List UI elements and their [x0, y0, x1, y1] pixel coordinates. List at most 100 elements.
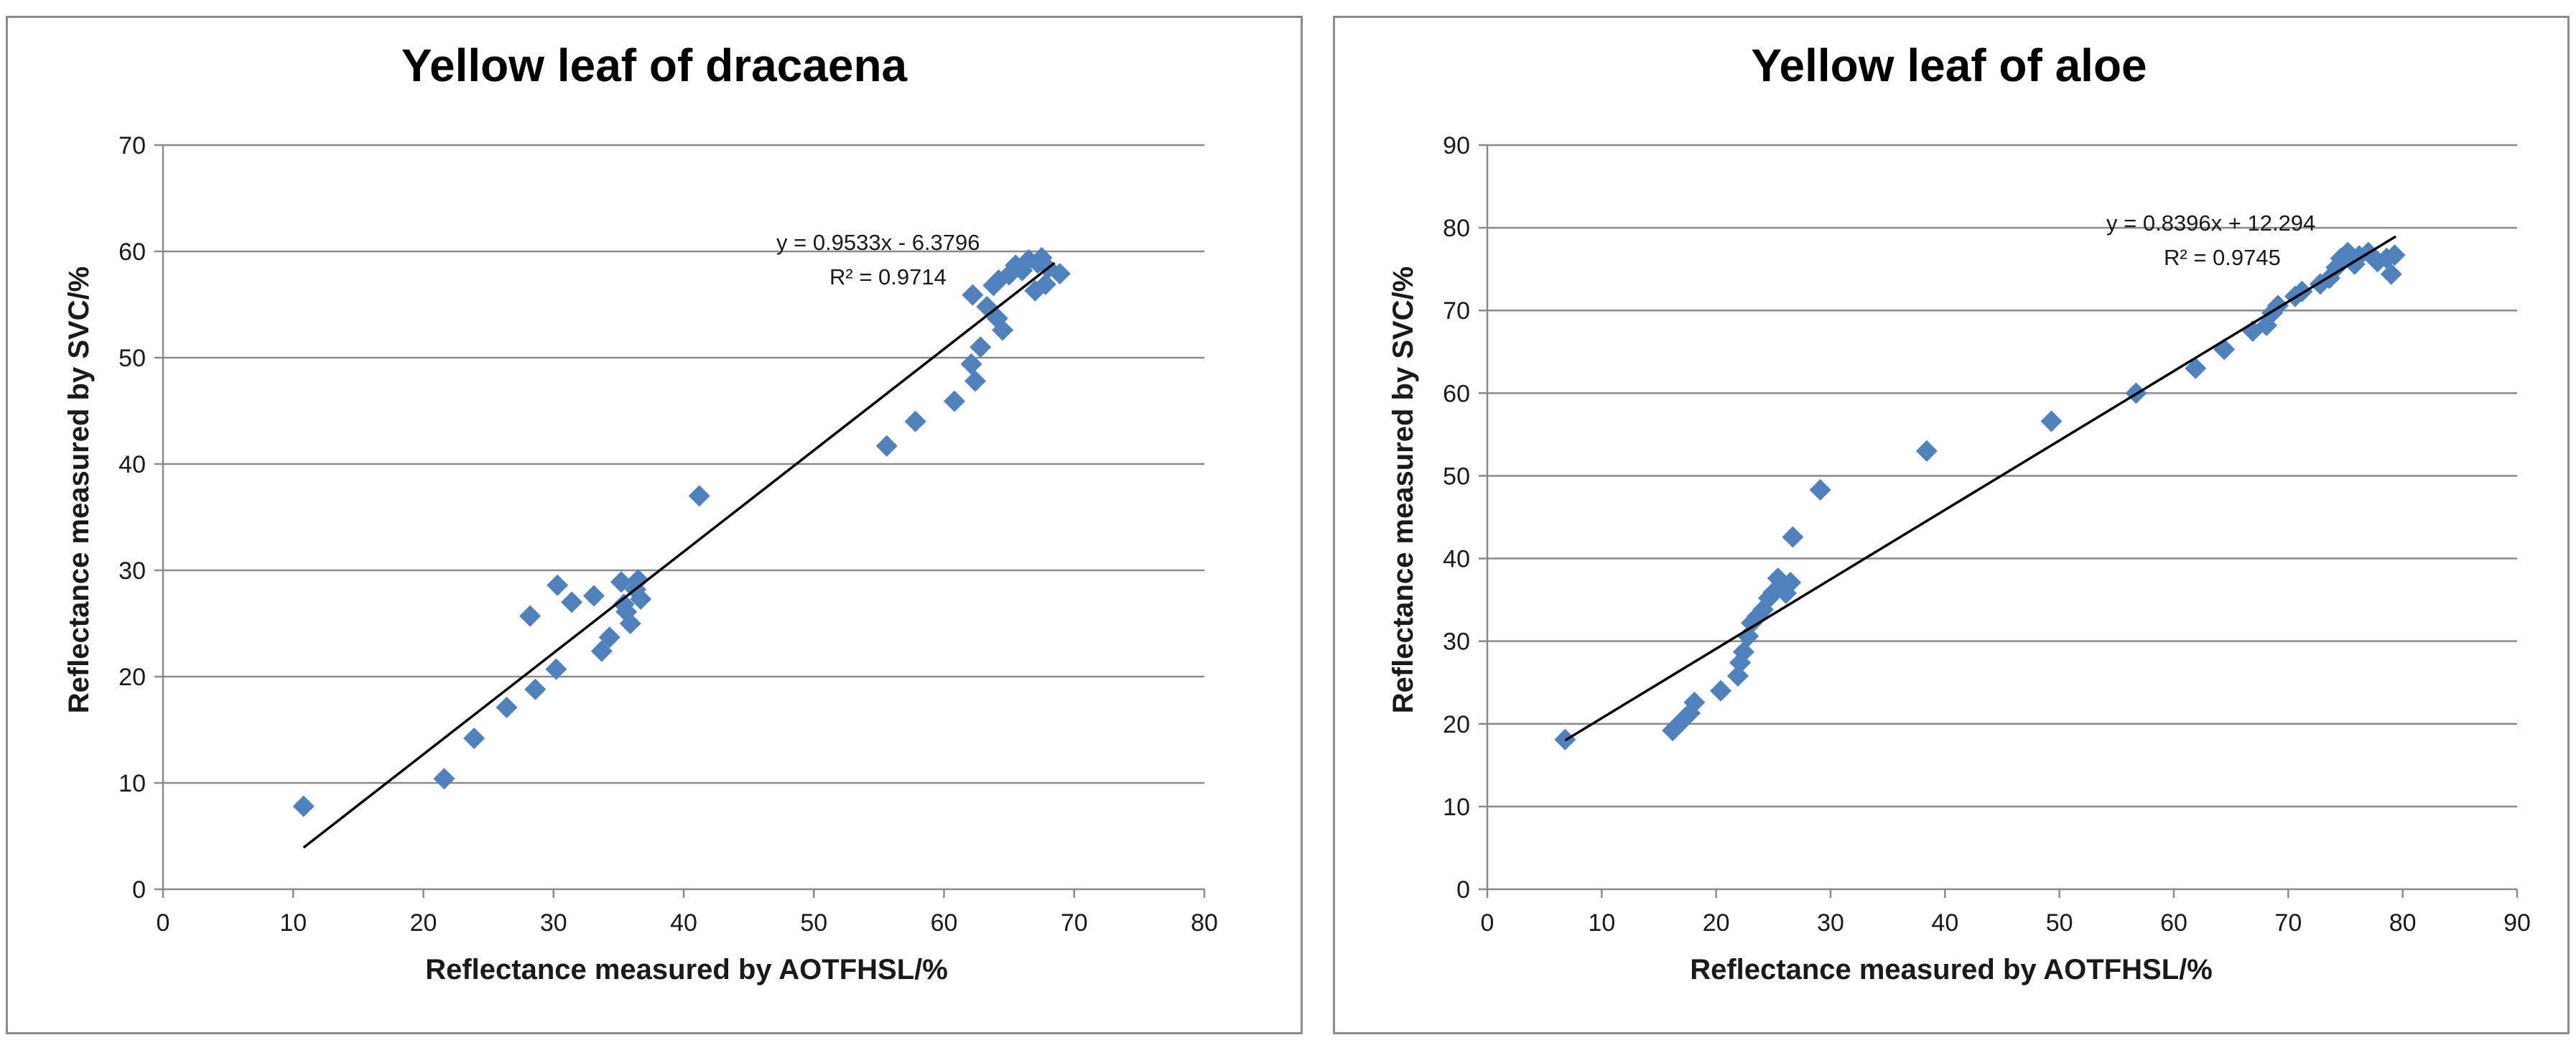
scatter-chart-dracaena: Yellow leaf of dracaena Reflectance meas…	[63, 40, 1218, 985]
y-axis-label: Reflectance measured by SVC/%	[63, 266, 95, 713]
y-tick-label: 30	[1443, 628, 1470, 656]
data-point	[630, 588, 652, 610]
data-point	[1782, 526, 1804, 548]
chart-panel-dracaena: Yellow leaf of dracaena Reflectance meas…	[6, 16, 1303, 1034]
x-tick-label: 50	[800, 909, 827, 937]
x-tick-label: 0	[1481, 909, 1494, 937]
trendline	[1564, 235, 2397, 742]
data-point	[904, 410, 926, 432]
data-point	[2384, 244, 2406, 266]
data-point	[610, 571, 632, 593]
y-tick-label: 90	[1443, 132, 1470, 159]
x-tick-label: 20	[410, 909, 437, 937]
x-tick-label: 20	[1703, 909, 1730, 937]
y-tick-label: 20	[118, 664, 146, 691]
y-tick-label: 40	[118, 451, 146, 478]
y-tick-label: 10	[118, 770, 146, 797]
data-point	[1726, 665, 1749, 687]
data-point	[2040, 410, 2063, 432]
y-tick-label: 70	[118, 132, 146, 159]
y-tick-label: 60	[118, 238, 146, 266]
y-tick-label: 40	[1443, 546, 1470, 573]
data-point	[1729, 651, 1752, 674]
data-point	[582, 585, 605, 607]
tick-labels: 0 10 20 30 40 50 60 70 80 90 0 10 20 30 40 50 60 70 80 90	[1443, 132, 2531, 937]
x-tick-label: 70	[2274, 909, 2302, 937]
trendline-equation: y = 0.8396x + 12.294	[2106, 210, 2315, 236]
y-tick-label: 50	[118, 345, 146, 372]
data-point	[433, 768, 455, 790]
axes	[154, 144, 1206, 898]
tick-labels: 0 10 20 30 40 50 60 70 0 10 20 30 40 50 60 70 80	[118, 132, 1218, 937]
x-tick-label: 10	[1588, 909, 1615, 937]
data-point	[598, 626, 620, 649]
x-tick-label: 10	[279, 909, 307, 937]
x-tick-label: 40	[670, 909, 697, 937]
data-point	[944, 390, 965, 412]
trendline	[302, 261, 1056, 849]
chart-title: Yellow leaf of aloe	[1751, 40, 2147, 91]
y-tick-label: 0	[132, 876, 146, 904]
data-point	[970, 336, 992, 358]
x-axis-label: Reflectance measured by AOTFHSL/%	[1690, 954, 2213, 985]
x-axis-label: Reflectance measured by AOTFHSL/%	[425, 954, 948, 985]
data-point	[496, 696, 518, 718]
data-point	[992, 319, 1014, 341]
data-point	[1741, 612, 1763, 634]
y-tick-label: 20	[1443, 711, 1470, 738]
data-point	[545, 658, 567, 680]
data-point	[590, 640, 613, 662]
x-tick-label: 70	[1061, 909, 1088, 937]
data-point	[547, 574, 569, 596]
data-point	[2309, 273, 2331, 295]
data-point	[1683, 691, 1706, 713]
x-tick-label: 50	[2046, 909, 2073, 937]
data-point	[561, 591, 583, 613]
data-point	[964, 370, 986, 392]
data-point	[1780, 571, 1802, 593]
data-points	[292, 246, 1071, 817]
y-tick-label: 70	[1443, 297, 1470, 325]
data-point	[2185, 357, 2207, 379]
y-tick-label: 80	[1443, 215, 1470, 242]
x-tick-label: 30	[540, 909, 567, 937]
data-point	[1679, 702, 1701, 724]
gridlines	[163, 144, 1204, 784]
data-point	[960, 353, 982, 375]
chart-title: Yellow leaf of dracaena	[401, 40, 908, 91]
y-tick-label: 60	[1443, 380, 1470, 407]
axes	[1479, 144, 2519, 898]
data-point	[1662, 719, 1684, 741]
x-tick-label: 80	[1191, 909, 1218, 937]
data-point	[1048, 263, 1071, 285]
data-point	[519, 605, 541, 627]
x-tick-label: 80	[2389, 909, 2417, 937]
data-point	[2266, 294, 2289, 317]
data-point	[2325, 256, 2348, 279]
y-tick-label: 10	[1443, 794, 1470, 821]
r-squared-label: R² = 0.9745	[2164, 245, 2281, 270]
data-point	[875, 435, 898, 457]
data-point	[524, 678, 547, 700]
data-point	[1809, 479, 1831, 501]
data-point	[463, 727, 485, 749]
data-point	[1915, 440, 1938, 462]
x-tick-label: 60	[931, 909, 958, 937]
y-tick-label: 30	[118, 557, 146, 585]
chart-panel-aloe: Yellow leaf of aloe Reflectance measured…	[1333, 16, 2570, 1034]
data-point	[1034, 273, 1056, 295]
data-point	[627, 569, 649, 591]
x-tick-label: 0	[157, 909, 170, 937]
x-tick-label: 40	[1931, 909, 1958, 937]
trendline-equation: y = 0.9533x - 6.3796	[776, 230, 980, 255]
data-point	[2380, 263, 2402, 285]
data-point	[619, 613, 641, 634]
data-point	[1752, 598, 1774, 621]
data-point	[962, 284, 984, 306]
y-axis-label: Reflectance measured by SVC/%	[1387, 266, 1419, 713]
data-point	[688, 485, 710, 507]
data-points	[1554, 241, 2406, 751]
data-point	[1732, 641, 1754, 663]
scatter-chart-aloe: Yellow leaf of aloe Reflectance measured…	[1387, 40, 2531, 985]
y-tick-label: 50	[1443, 463, 1470, 490]
